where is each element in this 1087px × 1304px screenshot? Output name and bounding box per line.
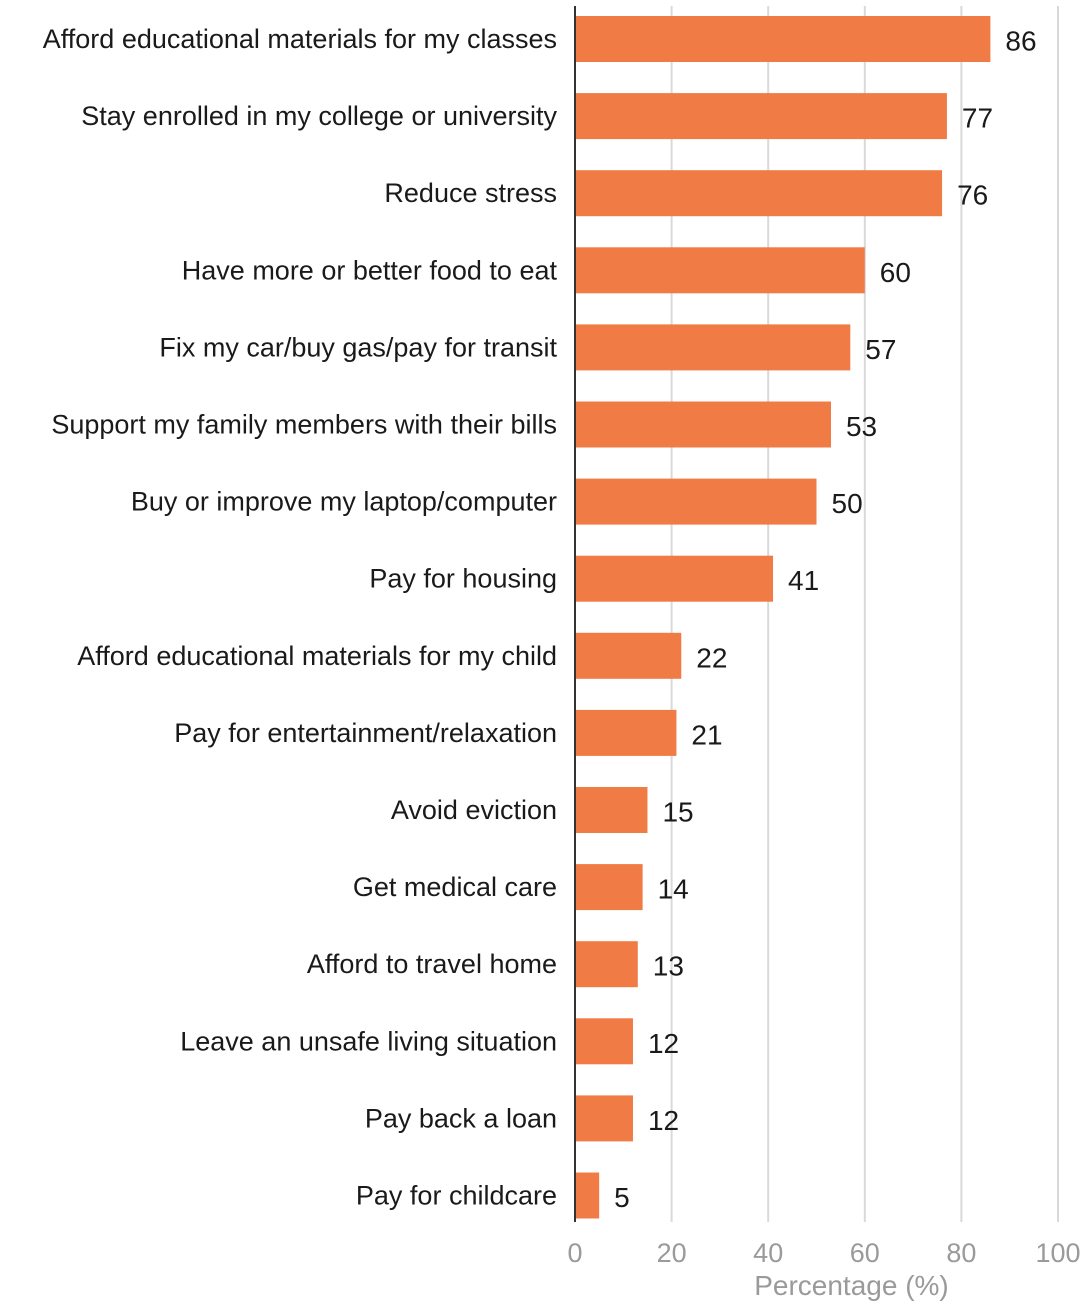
value-label: 86 bbox=[1005, 26, 1036, 57]
x-tick-label: 60 bbox=[850, 1238, 880, 1268]
bar bbox=[575, 324, 851, 371]
value-label: 76 bbox=[957, 180, 988, 211]
x-tick-label: 20 bbox=[657, 1238, 687, 1268]
category-label: Pay back a loan bbox=[365, 1103, 557, 1133]
value-label: 13 bbox=[653, 951, 684, 982]
bar bbox=[575, 709, 677, 756]
category-labels: Afford educational materials for my clas… bbox=[43, 24, 558, 1211]
value-label: 5 bbox=[614, 1182, 630, 1213]
bar bbox=[575, 93, 947, 140]
bar bbox=[575, 401, 831, 448]
x-tick-label: 80 bbox=[946, 1238, 976, 1268]
category-label: Afford educational materials for my clas… bbox=[43, 24, 557, 54]
bar bbox=[575, 1018, 633, 1065]
bars bbox=[575, 16, 991, 1219]
bar bbox=[575, 555, 774, 602]
category-label: Afford to travel home bbox=[307, 949, 557, 979]
value-label: 12 bbox=[648, 1105, 679, 1136]
value-label: 60 bbox=[880, 257, 911, 288]
bar bbox=[575, 941, 638, 988]
category-label: Fix my car/buy gas/pay for transit bbox=[159, 332, 557, 362]
value-label: 21 bbox=[691, 719, 722, 750]
category-label: Stay enrolled in my college or universit… bbox=[81, 101, 557, 131]
x-tick-label: 100 bbox=[1035, 1238, 1080, 1268]
bar bbox=[575, 478, 817, 525]
category-label: Have more or better food to eat bbox=[182, 255, 558, 285]
category-label: Pay for housing bbox=[369, 564, 557, 594]
bar bbox=[575, 632, 682, 679]
category-label: Avoid eviction bbox=[391, 795, 557, 825]
bar bbox=[575, 170, 943, 217]
bar bbox=[575, 787, 648, 833]
bar bbox=[575, 16, 991, 62]
category-label: Buy or improve my laptop/computer bbox=[131, 487, 557, 517]
value-label: 53 bbox=[846, 411, 877, 442]
value-label: 77 bbox=[962, 103, 993, 134]
category-label: Get medical care bbox=[353, 872, 557, 902]
bar bbox=[575, 1172, 600, 1219]
category-label: Leave an unsafe living situation bbox=[180, 1026, 557, 1056]
value-label: 50 bbox=[832, 488, 863, 519]
bar bbox=[575, 1095, 633, 1142]
bar bbox=[575, 247, 865, 294]
x-tick-label: 0 bbox=[567, 1238, 582, 1268]
value-label: 57 bbox=[865, 334, 896, 365]
category-label: Support my family members with their bil… bbox=[51, 410, 557, 440]
category-label: Reduce stress bbox=[384, 178, 557, 208]
x-tick-labels: 0 20 40 60 80 100 bbox=[567, 1238, 1080, 1268]
category-label: Afford educational materials for my chil… bbox=[77, 641, 557, 671]
value-label: 15 bbox=[662, 797, 693, 828]
x-tick-label: 40 bbox=[753, 1238, 783, 1268]
value-label: 41 bbox=[788, 565, 819, 596]
category-label: Pay for childcare bbox=[356, 1181, 557, 1211]
value-labels: 86 77 76 60 57 53 50 41 22 21 15 14 13 12 12 5 bbox=[614, 26, 1036, 1214]
value-label: 12 bbox=[648, 1028, 679, 1059]
value-label: 14 bbox=[658, 874, 689, 905]
category-label: Pay for entertainment/relaxation bbox=[174, 718, 557, 748]
x-axis-title: Percentage (%) bbox=[754, 1270, 949, 1301]
bar bbox=[575, 864, 643, 911]
value-label: 22 bbox=[696, 642, 727, 673]
